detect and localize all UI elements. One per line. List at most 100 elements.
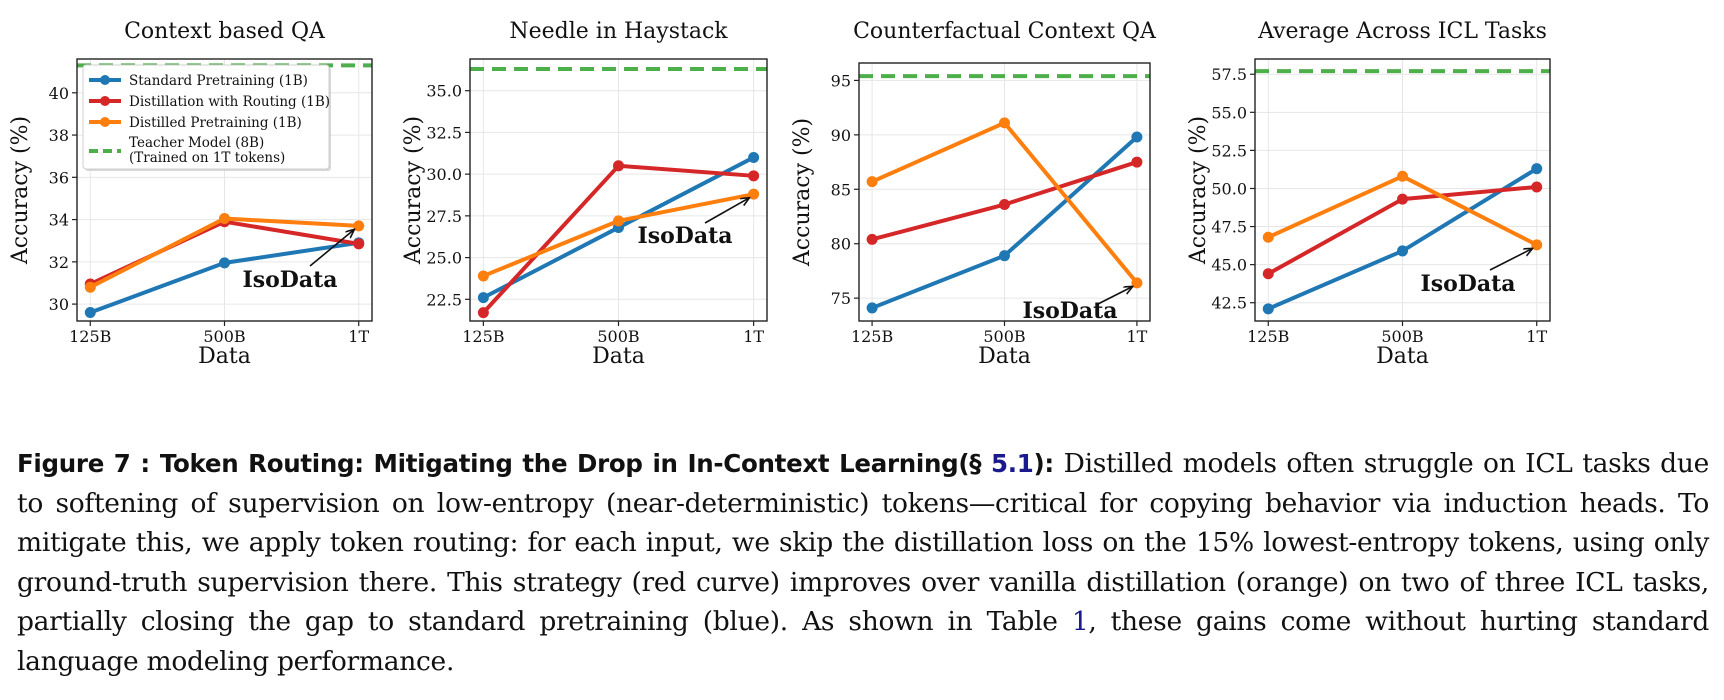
annotation-arrow	[704, 198, 749, 224]
annotation-label: IsoData	[242, 267, 337, 293]
data-point	[866, 302, 878, 314]
caption-text-2: , these gains come without hurting stand…	[17, 606, 1709, 677]
chart-title: Needle in Haystack	[509, 19, 728, 44]
data-point	[84, 281, 96, 293]
annotation-label: IsoData	[1420, 271, 1515, 297]
x-tick-label: 125B	[462, 327, 504, 346]
data-point	[1131, 156, 1143, 168]
chart-panel-2: 22.5 25.0 27.5 30.0 32.5 35.0 125B 500B 1T Needle…	[401, 19, 768, 369]
caption-title-prefix: Token Routing: Mitigating the Drop in In…	[159, 449, 991, 478]
data-point	[613, 160, 624, 172]
data-point	[477, 307, 489, 319]
x-tick-label: 125B	[851, 327, 893, 346]
x-axis-label: Data	[1376, 344, 1429, 369]
data-point	[1531, 181, 1543, 193]
y-tick-label: 27.5	[426, 207, 462, 226]
data-point	[1397, 193, 1408, 205]
data-point	[1397, 245, 1408, 257]
figure-charts: 30 32 34 36 38 40 125B 500B 1T Context based QA Da…	[8, 19, 1551, 369]
legend-label: Standard Pretraining (1B)	[129, 73, 308, 89]
data-point	[353, 238, 365, 250]
y-tick-label: 40	[49, 84, 69, 103]
chart-panel-4: 42.5 45.0 47.5 50.0 52.5 55.0 57.5 125B 500B 1T Av…	[1186, 19, 1551, 369]
data-point	[748, 170, 760, 182]
y-tick-label: 38	[49, 126, 69, 145]
data-point	[1131, 131, 1143, 143]
data-point	[999, 199, 1010, 211]
legend-marker	[100, 96, 110, 106]
section-reference-link[interactable]: 5.1	[991, 449, 1034, 478]
annotation-arrow	[1097, 287, 1132, 305]
data-point	[1131, 277, 1143, 289]
chart-title: Context based QA	[124, 19, 326, 44]
chart-panel-1: 30 32 34 36 38 40 125B 500B 1T Context based QA Da…	[8, 19, 373, 369]
data-point	[477, 292, 489, 304]
x-tick-label: 125B	[1247, 327, 1289, 346]
legend-marker	[100, 75, 110, 85]
y-axis-label: Accuracy (%)	[1186, 116, 1211, 265]
data-point	[1397, 170, 1408, 182]
y-tick-label: 75	[831, 289, 851, 308]
y-tick-label: 25.0	[426, 249, 462, 268]
x-tick-label: 500B	[983, 327, 1025, 346]
y-tick-label: 45.0	[1211, 256, 1247, 275]
x-axis-label: Data	[978, 344, 1031, 369]
x-tick-label: 1T	[743, 327, 764, 346]
y-tick-label: 34	[49, 211, 69, 230]
legend-label: Teacher Model (8B)	[129, 135, 264, 151]
y-tick-label: 30	[49, 295, 69, 314]
y-tick-label: 95	[831, 71, 851, 90]
data-point	[999, 117, 1010, 129]
x-tick-label: 500B	[203, 327, 245, 346]
y-tick-label: 22.5	[426, 290, 462, 309]
data-point	[748, 151, 760, 163]
data-point	[613, 215, 624, 227]
y-tick-label: 36	[49, 168, 69, 187]
y-tick-label: 52.5	[1211, 141, 1247, 160]
x-axis-label: Data	[592, 344, 645, 369]
data-point	[866, 176, 878, 188]
data-point	[1531, 163, 1543, 175]
data-point	[748, 188, 760, 200]
y-tick-label: 35.0	[426, 82, 462, 101]
caption-title-suffix: ):	[1033, 449, 1055, 478]
x-tick-label: 125B	[69, 327, 111, 346]
y-tick-label: 32	[49, 253, 69, 272]
y-tick-label: 85	[831, 180, 851, 199]
annotation-label: IsoData	[1022, 298, 1117, 324]
chart-title: Average Across ICL Tasks	[1257, 19, 1547, 44]
legend: Standard Pretraining (1B) Distillation wi…	[82, 64, 331, 171]
table-reference-link[interactable]: 1	[1071, 606, 1089, 637]
x-tick-label: 500B	[1381, 327, 1423, 346]
caption-label: Figure 7 :	[17, 449, 150, 478]
x-tick-label: 1T	[1126, 327, 1147, 346]
data-point	[1262, 303, 1274, 315]
y-tick-label: 50.0	[1211, 179, 1247, 198]
figure-caption: Figure 7 : Token Routing: Mitigating the …	[17, 444, 1709, 681]
x-tick-label: 500B	[597, 327, 639, 346]
data-point	[866, 233, 878, 245]
chart-panel-3: 75 80 85 90 95 125B 500B 1T Counterfactual Conte…	[790, 19, 1157, 369]
annotation-arrow	[309, 230, 354, 267]
y-axis-label: Accuracy (%)	[790, 118, 815, 267]
y-axis-label: Accuracy (%)	[401, 116, 426, 265]
y-axis-label: Accuracy (%)	[8, 116, 33, 265]
y-tick-label: 55.0	[1211, 103, 1247, 122]
data-point	[999, 250, 1010, 262]
legend-marker	[100, 117, 110, 127]
data-point	[219, 257, 230, 269]
data-point	[477, 270, 489, 282]
chart-title: Counterfactual Context QA	[853, 19, 1157, 44]
annotation-arrow	[1489, 249, 1532, 271]
data-point	[1262, 231, 1274, 243]
y-tick-label: 47.5	[1211, 218, 1247, 237]
y-tick-label: 90	[831, 126, 851, 145]
data-point	[1531, 239, 1543, 251]
x-tick-label: 1T	[1526, 327, 1547, 346]
y-tick-label: 80	[831, 235, 851, 254]
y-tick-label: 32.5	[426, 123, 462, 142]
y-tick-label: 42.5	[1211, 294, 1247, 313]
caption-title: Token Routing: Mitigating the Drop in In…	[160, 449, 1054, 478]
x-axis-label: Data	[198, 344, 251, 369]
annotation-label: IsoData	[637, 223, 732, 249]
